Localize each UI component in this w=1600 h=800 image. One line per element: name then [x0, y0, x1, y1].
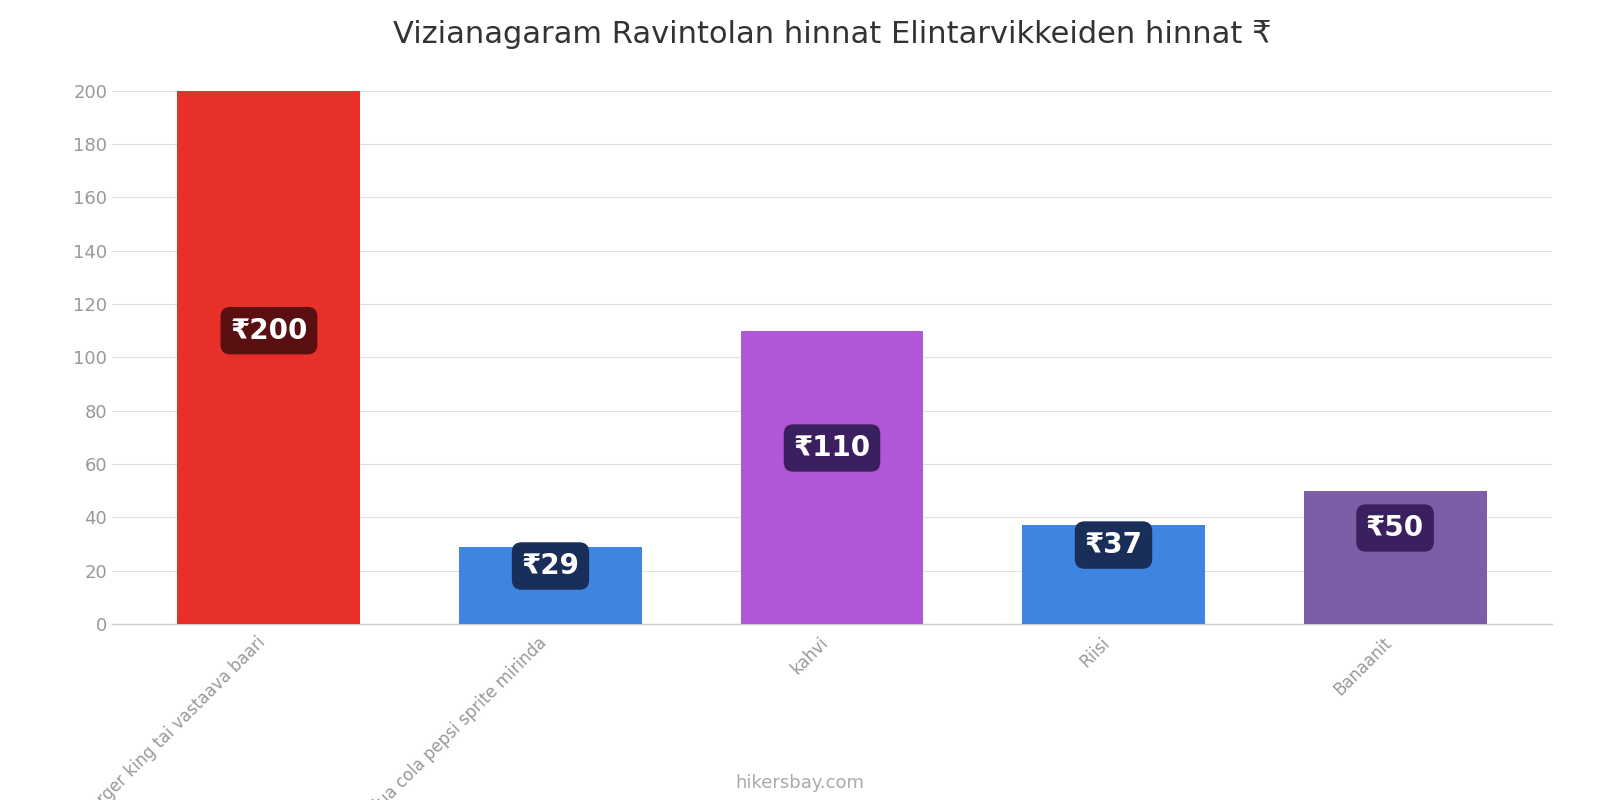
- Bar: [1022, 526, 1205, 624]
- Text: ₹110: ₹110: [794, 434, 870, 462]
- Text: ₹50: ₹50: [1366, 514, 1424, 542]
- Text: ₹200: ₹200: [230, 317, 307, 345]
- Text: ₹37: ₹37: [1085, 531, 1142, 559]
- Text: hikersbay.com: hikersbay.com: [736, 774, 864, 792]
- Bar: [741, 330, 923, 624]
- Bar: [178, 90, 360, 624]
- Bar: [1304, 490, 1486, 624]
- Title: Vizianagaram Ravintolan hinnat Elintarvikkeiden hinnat ₹: Vizianagaram Ravintolan hinnat Elintarvi…: [392, 20, 1272, 49]
- Text: ₹29: ₹29: [522, 552, 579, 580]
- Bar: [459, 546, 642, 624]
